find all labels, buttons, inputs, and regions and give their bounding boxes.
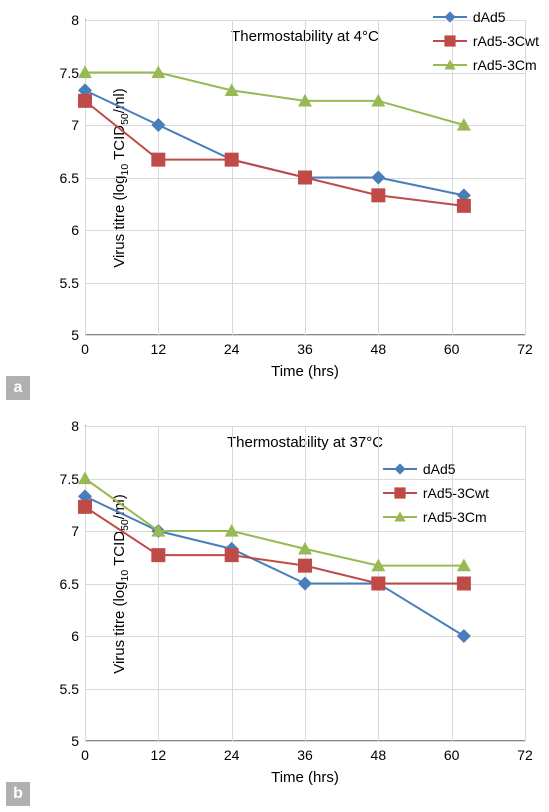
legend-item-dAd5: dAd5 xyxy=(433,8,539,26)
gridline-h xyxy=(85,335,525,336)
legend-item-dAd5: dAd5 xyxy=(383,460,489,478)
x-tick-label: 24 xyxy=(224,747,240,763)
marker-rAd53Cwt xyxy=(151,153,165,167)
x-tick-label: 36 xyxy=(297,747,313,763)
marker-dAd5 xyxy=(298,577,312,591)
legend: dAd5 rAd5-3Cwt rAd5-3Cm xyxy=(433,8,539,80)
legend-swatch-rAd53Cwt xyxy=(433,34,467,48)
y-tick-label: 8 xyxy=(71,12,79,28)
x-tick-label: 60 xyxy=(444,341,460,357)
legend-label: dAd5 xyxy=(473,9,506,25)
legend: dAd5 rAd5-3Cwt rAd5-3Cm xyxy=(383,460,489,532)
y-tick-label: 5 xyxy=(71,327,79,343)
legend-label: rAd5-3Cm xyxy=(423,509,487,525)
marker-rAd53Cwt xyxy=(371,188,385,202)
legend-item-rAd53Cm: rAd5-3Cm xyxy=(433,56,539,74)
gridline-h xyxy=(85,741,525,742)
legend-swatch-rAd53Cm xyxy=(383,510,417,524)
gridline-v xyxy=(525,426,526,741)
x-tick-label: 48 xyxy=(371,341,387,357)
legend-item-rAd53Cwt: rAd5-3Cwt xyxy=(383,484,489,502)
marker-rAd53Cwt xyxy=(457,577,471,591)
legend-item-rAd53Cwt: rAd5-3Cwt xyxy=(433,32,539,50)
x-tick-label: 24 xyxy=(224,341,240,357)
panel-label-a: a xyxy=(6,376,30,400)
marker-rAd53Cwt xyxy=(225,153,239,167)
y-tick-label: 7 xyxy=(71,117,79,133)
x-tick-label: 48 xyxy=(371,747,387,763)
legend-swatch-rAd53Cm xyxy=(433,58,467,72)
y-tick-label: 5.5 xyxy=(60,275,79,291)
legend-label: rAd5-3Cwt xyxy=(423,485,489,501)
panel-a: Thermostability at 4°C Virus titre (log1… xyxy=(0,0,549,406)
x-axis-label-a: Time (hrs) xyxy=(85,363,525,380)
y-tick-label: 7 xyxy=(71,523,79,539)
series-line-dAd5 xyxy=(85,90,464,195)
x-tick-label: 0 xyxy=(81,341,89,357)
legend-label: rAd5-3Cm xyxy=(473,57,537,73)
x-tick-label: 12 xyxy=(151,341,167,357)
x-axis-label-b: Time (hrs) xyxy=(85,769,525,786)
marker-dAd5 xyxy=(457,629,471,643)
x-tick-label: 72 xyxy=(517,747,533,763)
legend-swatch-dAd5 xyxy=(383,462,417,476)
y-tick-label: 8 xyxy=(71,418,79,434)
marker-rAd53Cwt xyxy=(457,199,471,213)
figure: Thermostability at 4°C Virus titre (log1… xyxy=(0,0,549,812)
y-tick-label: 6.5 xyxy=(60,170,79,186)
legend-item-rAd53Cm: rAd5-3Cm xyxy=(383,508,489,526)
y-tick-label: 6 xyxy=(71,628,79,644)
marker-rAd53Cwt xyxy=(298,559,312,573)
marker-dAd5 xyxy=(371,171,385,185)
x-tick-label: 0 xyxy=(81,747,89,763)
x-tick-label: 60 xyxy=(444,747,460,763)
marker-rAd53Cwt xyxy=(151,548,165,562)
marker-dAd5 xyxy=(151,118,165,132)
panel-b: Thermostability at 37°C Virus titre (log… xyxy=(0,406,549,812)
y-tick-label: 6.5 xyxy=(60,576,79,592)
plot-area-b: Thermostability at 37°C Virus titre (log… xyxy=(85,426,525,741)
marker-rAd53Cm xyxy=(78,472,92,485)
legend-label: dAd5 xyxy=(423,461,456,477)
y-tick-label: 6 xyxy=(71,222,79,238)
panel-label-b: b xyxy=(6,782,30,806)
marker-rAd53Cwt xyxy=(225,548,239,562)
legend-label: rAd5-3Cwt xyxy=(473,33,539,49)
marker-rAd53Cwt xyxy=(298,171,312,185)
x-tick-label: 12 xyxy=(151,747,167,763)
legend-swatch-rAd53Cwt xyxy=(383,486,417,500)
y-tick-label: 7.5 xyxy=(60,65,79,81)
y-tick-label: 5.5 xyxy=(60,681,79,697)
legend-swatch-dAd5 xyxy=(433,10,467,24)
marker-rAd53Cwt xyxy=(78,94,92,108)
x-tick-label: 36 xyxy=(297,341,313,357)
y-tick-label: 7.5 xyxy=(60,471,79,487)
marker-rAd53Cwt xyxy=(371,577,385,591)
marker-rAd53Cwt xyxy=(78,500,92,514)
x-tick-label: 72 xyxy=(517,341,533,357)
y-tick-label: 5 xyxy=(71,733,79,749)
